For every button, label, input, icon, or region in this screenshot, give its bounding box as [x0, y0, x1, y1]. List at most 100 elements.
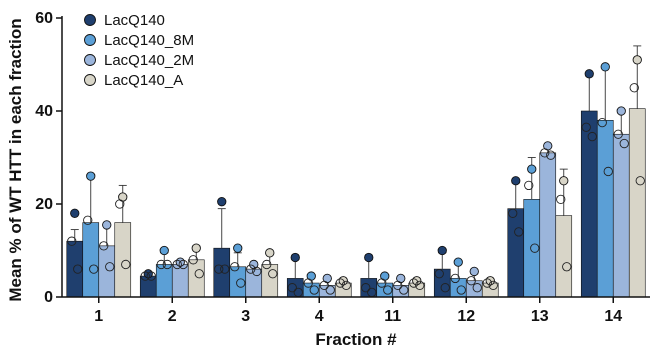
data-point: [172, 259, 182, 270]
data-point: [393, 280, 403, 291]
data-point: [217, 197, 227, 207]
bar-group-11: [360, 252, 426, 298]
data-point: [99, 241, 109, 251]
bar-group-1: [66, 171, 132, 298]
data-point: [524, 180, 534, 191]
data-point: [466, 276, 476, 286]
data-point: [453, 257, 463, 267]
data-point: [434, 269, 444, 279]
data-point: [156, 259, 166, 270]
bar: [523, 199, 541, 298]
data-point: [191, 243, 201, 253]
data-point: [252, 266, 262, 277]
y-tick-label: 0: [44, 289, 53, 306]
data-point: [246, 264, 256, 274]
y-tick-label: 20: [35, 196, 53, 213]
data-point: [140, 271, 150, 281]
data-point: [415, 280, 425, 291]
legend-item: LacQ140_2M: [84, 52, 194, 69]
bar: [66, 240, 84, 298]
bar: [612, 133, 630, 298]
bar: [82, 222, 100, 298]
legend-label: LacQ140_A: [104, 72, 183, 89]
data-point: [325, 285, 335, 295]
data-point: [70, 208, 80, 218]
bar: [286, 278, 304, 298]
legend-label: LacQ140: [104, 12, 165, 29]
legend-marker: [84, 14, 96, 26]
bar: [507, 208, 525, 298]
data-point: [488, 280, 498, 291]
data-point: [603, 166, 613, 177]
x-tick-label: 4: [315, 308, 324, 325]
bar: [376, 282, 394, 298]
x-tick-label: 12: [457, 308, 475, 325]
data-point: [530, 243, 540, 253]
bar: [539, 152, 557, 298]
data-point: [437, 245, 447, 256]
legend-item: LacQ140: [84, 12, 165, 29]
legend-marker: [84, 54, 96, 66]
bar-group-12: [433, 245, 499, 298]
bar: [114, 222, 132, 298]
data-point: [440, 283, 450, 293]
data-point: [635, 176, 645, 186]
bar-group-4: [286, 252, 352, 298]
bar-group-13: [507, 141, 573, 298]
data-point: [613, 129, 623, 139]
data-point: [115, 199, 125, 209]
bar: [245, 268, 263, 298]
bar: [360, 278, 378, 298]
data-point: [456, 285, 466, 295]
legend-marker: [84, 34, 96, 46]
bar: [187, 259, 205, 298]
data-point: [159, 245, 169, 256]
legend-item: LacQ140_A: [84, 72, 183, 89]
data-point: [214, 264, 224, 274]
data-point: [629, 83, 639, 93]
bar-group-14: [580, 45, 646, 298]
data-point: [236, 278, 246, 288]
bar: [171, 264, 189, 298]
data-point: [616, 106, 626, 116]
data-point: [89, 264, 99, 274]
y-tick-label: 40: [35, 103, 53, 120]
data-point: [86, 171, 96, 181]
legend-label: LacQ140_8M: [104, 32, 194, 49]
y-tick-label: 60: [35, 10, 53, 27]
data-point: [265, 248, 275, 258]
bar: [433, 268, 451, 298]
data-point: [361, 283, 371, 293]
data-point: [73, 264, 83, 274]
data-point: [268, 269, 278, 279]
legend-item: LacQ140_8M: [84, 32, 194, 49]
data-point: [67, 236, 77, 246]
data-point: [309, 285, 319, 295]
data-point: [584, 69, 594, 79]
data-point: [162, 259, 172, 270]
bar: [555, 215, 573, 298]
x-axis-title: Fraction #: [315, 330, 397, 349]
data-point: [287, 283, 297, 293]
data-point: [121, 259, 131, 270]
data-point: [364, 252, 374, 263]
data-point: [399, 285, 409, 295]
data-point: [632, 55, 642, 65]
data-point: [319, 280, 329, 291]
data-point: [472, 283, 482, 293]
bar-group-3: [213, 197, 279, 298]
data-point: [220, 264, 230, 274]
data-point: [527, 164, 537, 174]
data-point: [377, 278, 387, 288]
data-point: [511, 176, 521, 186]
data-point: [262, 259, 272, 270]
data-point: [341, 280, 351, 291]
bar-group-2: [139, 243, 205, 298]
data-point: [482, 278, 492, 288]
bar: [155, 264, 173, 298]
data-point: [619, 138, 629, 149]
data-point: [581, 122, 591, 132]
data-point: [587, 131, 597, 142]
